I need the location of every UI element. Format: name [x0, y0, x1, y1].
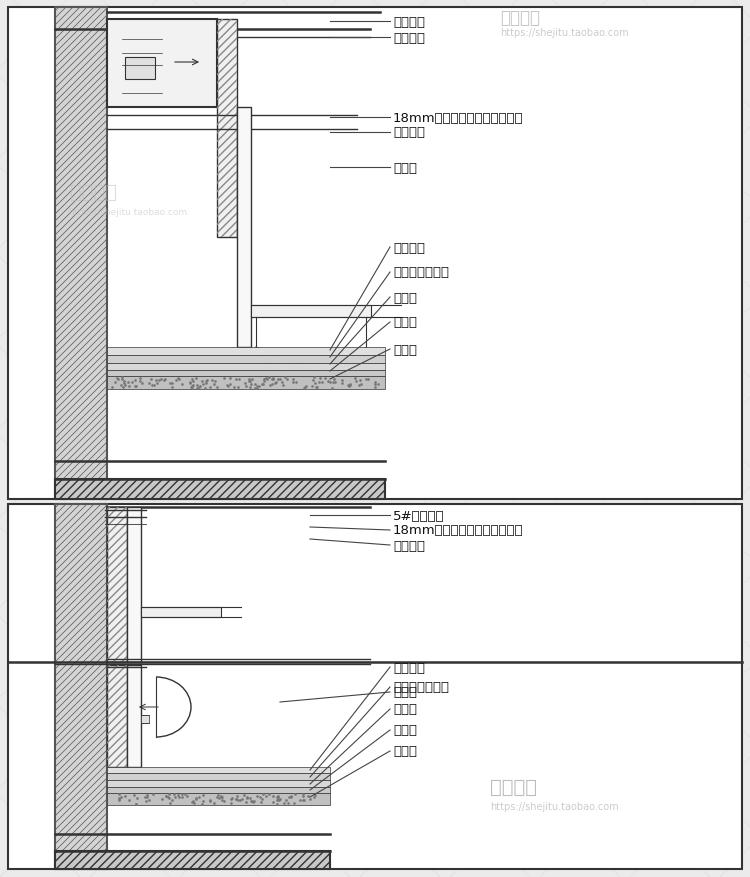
Text: 暗藏水箱: 暗藏水箱	[393, 32, 425, 45]
Text: 小便器: 小便器	[393, 686, 417, 699]
Bar	[125, 58, 155, 80]
Text: 水泥砂浆粘接层: 水泥砂浆粘接层	[393, 267, 449, 279]
Bar	[55, 480, 385, 499]
Bar	[141, 715, 149, 724]
Bar	[107, 767, 330, 774]
Bar	[141, 607, 221, 617]
Text: 石材饰面: 石材饰面	[393, 660, 425, 674]
Bar	[107, 355, 385, 364]
Text: 防水层: 防水层	[393, 724, 417, 737]
Text: 找平层: 找平层	[393, 745, 417, 758]
Bar	[107, 371, 385, 376]
Bar	[107, 781, 330, 787]
Text: 设计素材: 设计素材	[490, 777, 537, 796]
Bar	[8, 8, 742, 499]
Text: https://shejitu.taobao.com: https://shejitu.taobao.com	[490, 801, 619, 811]
Bar	[107, 376, 385, 389]
Text: 5#镀锌角铁: 5#镀锌角铁	[393, 509, 445, 522]
Text: 18mm细木工板（刷防火涂料）: 18mm细木工板（刷防火涂料）	[393, 111, 524, 125]
Bar	[251, 306, 371, 317]
Text: https://shejitu.taobao.com: https://shejitu.taobao.com	[68, 208, 188, 217]
Text: 坐便器: 坐便器	[393, 161, 417, 175]
Text: 保护层: 保护层	[393, 291, 417, 304]
Bar	[217, 20, 237, 238]
Text: 设计素材: 设计素材	[70, 182, 117, 202]
Bar	[8, 504, 742, 869]
Text: 找平层: 找平层	[393, 343, 417, 356]
Bar	[237, 108, 251, 347]
Bar	[55, 851, 330, 869]
Text: 石材饰面: 石材饰面	[393, 241, 425, 254]
Text: 操作面板: 操作面板	[393, 16, 425, 28]
Bar	[107, 666, 127, 767]
Bar	[107, 364, 385, 371]
Text: 18mm细木工板（刷防火涂料）: 18mm细木工板（刷防火涂料）	[393, 524, 524, 537]
Bar	[55, 8, 107, 499]
Text: 防水层: 防水层	[393, 316, 417, 329]
Text: https://shejitu.taobao.com: https://shejitu.taobao.com	[500, 28, 628, 38]
Text: 石材饰面: 石材饰面	[393, 126, 425, 139]
Bar	[107, 774, 330, 781]
Text: 水泥砂浆粘接层: 水泥砂浆粘接层	[393, 681, 449, 694]
Bar	[55, 504, 107, 869]
Bar	[107, 347, 385, 355]
Bar	[107, 20, 217, 108]
Text: 石材饰面: 石材饰面	[393, 538, 425, 552]
Text: 设计素材: 设计素材	[500, 9, 540, 27]
Bar	[107, 787, 330, 793]
Bar	[127, 666, 141, 767]
Bar	[107, 508, 127, 662]
Bar	[107, 508, 127, 662]
Bar	[107, 666, 127, 767]
Text: 保护层: 保护层	[393, 702, 417, 716]
Bar	[217, 20, 237, 238]
Bar	[127, 508, 141, 662]
Bar	[107, 793, 330, 805]
